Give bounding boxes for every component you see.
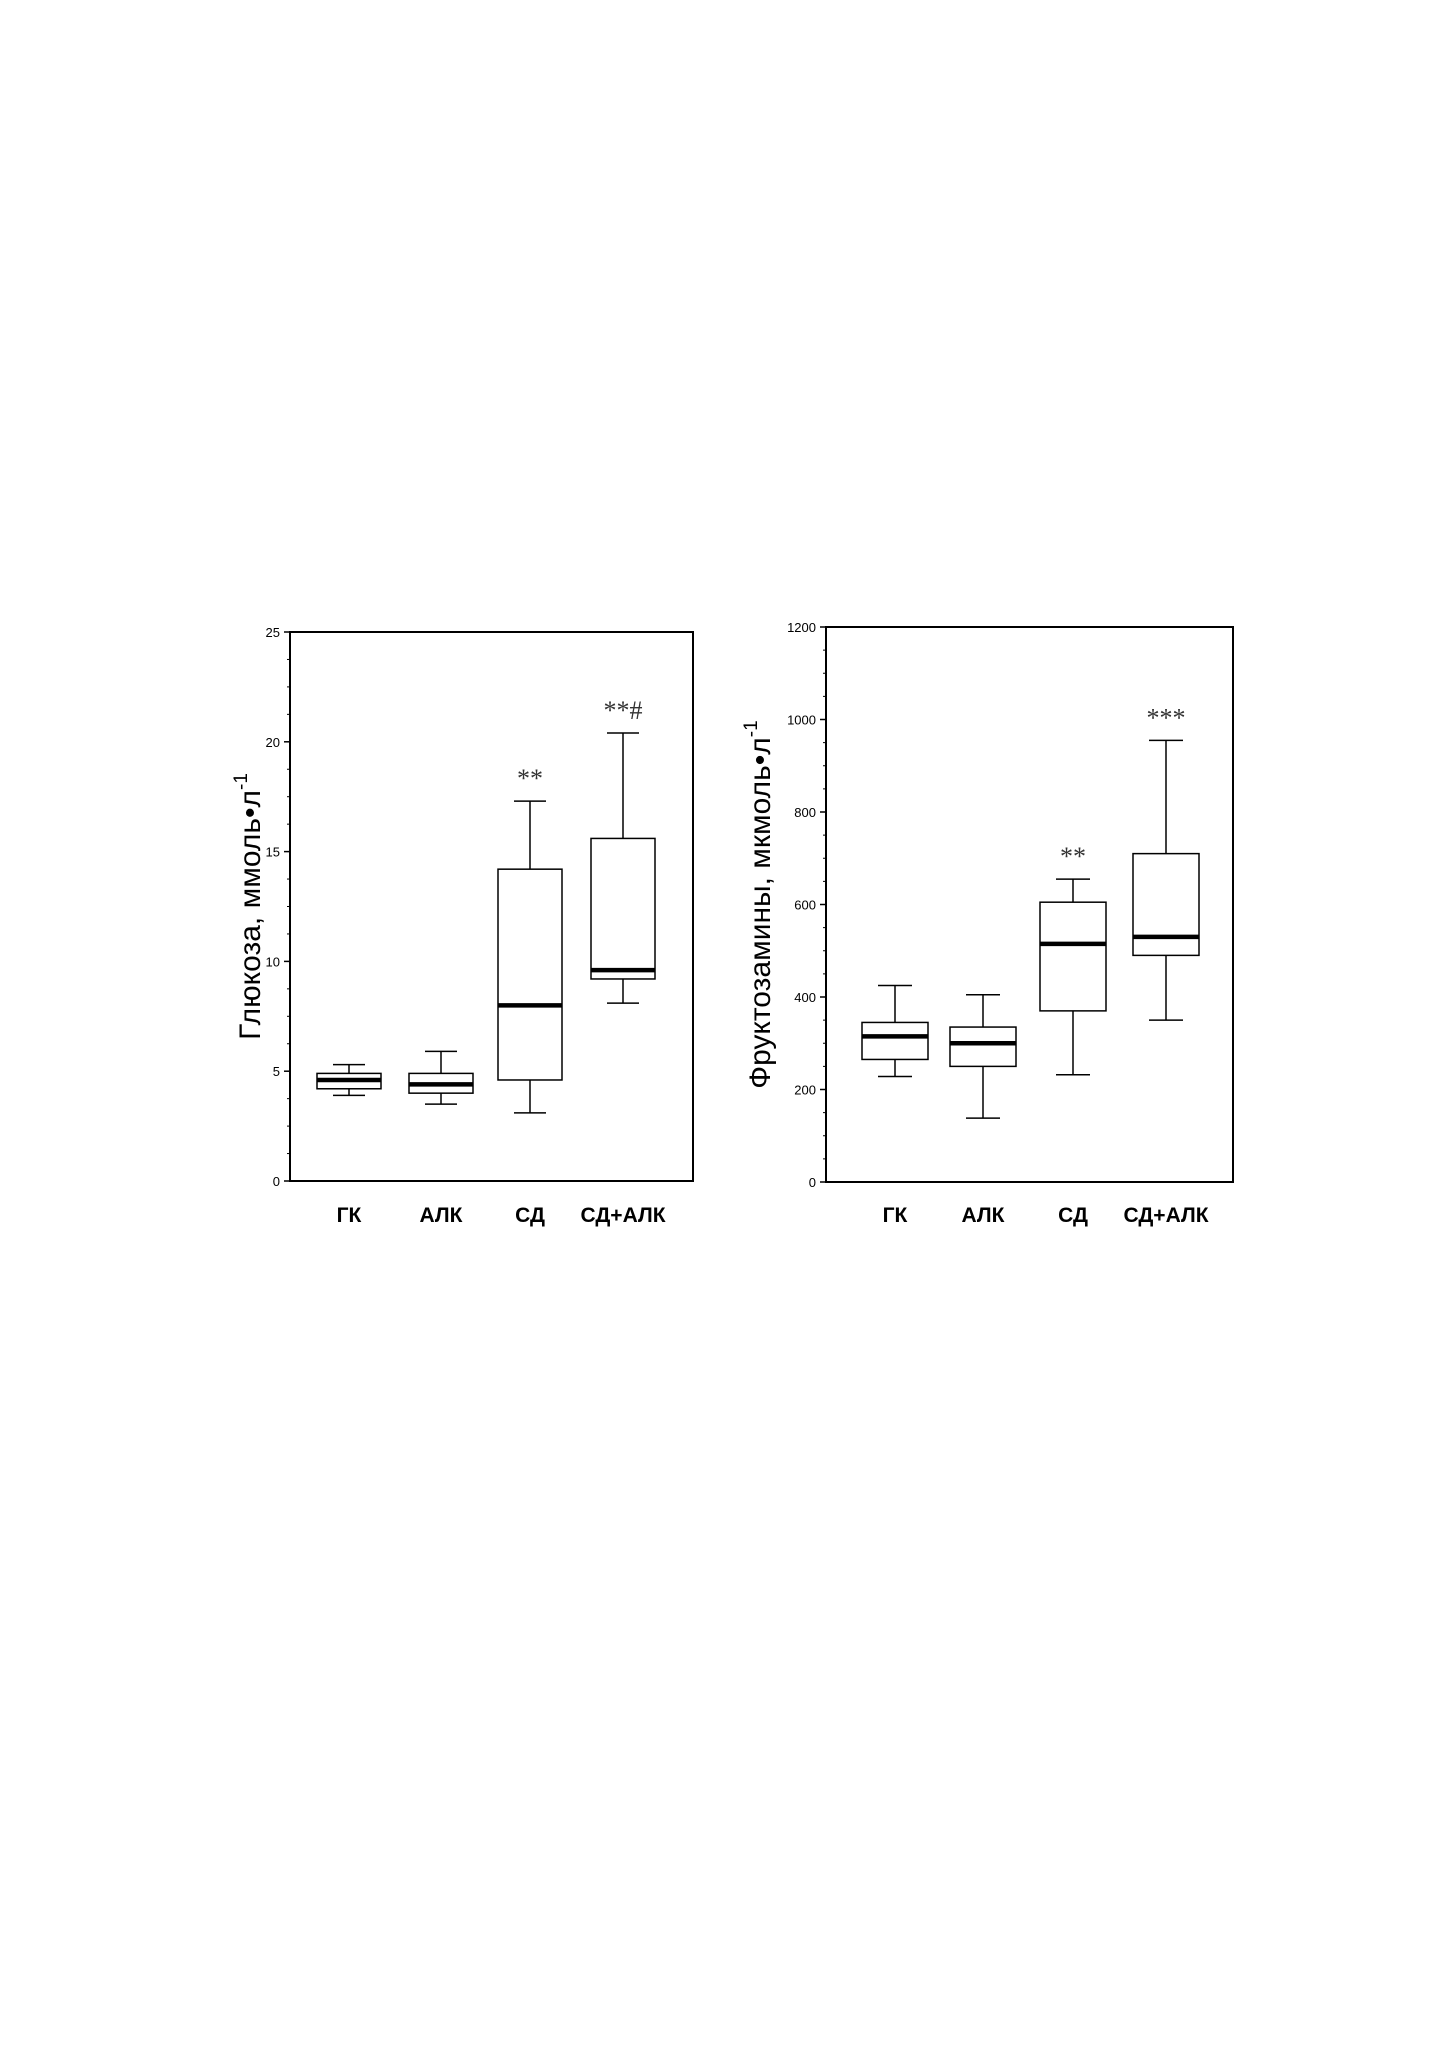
y-axis-title-superscript: -1 — [741, 720, 762, 737]
significance-annotation: ** — [1060, 842, 1086, 871]
fructosamine-boxplot-panel: 0 200 400 600 800 1000 1200 Фруктозамины, мкмол… — [741, 620, 1234, 1227]
y-axis-title-text: Глюкоза, ммоль•л — [234, 790, 267, 1040]
x-category-label: СД — [1058, 1204, 1088, 1227]
y-tick-label: 1200 — [787, 620, 816, 635]
y-axis-title: Глюкоза, ммоль•л-1 — [231, 773, 267, 1040]
x-category-label: СД — [515, 1204, 545, 1227]
x-category-label: ГК — [337, 1204, 362, 1227]
y-tick-label: 0 — [273, 1174, 280, 1189]
y-tick-label: 10 — [266, 954, 280, 969]
box-iqr — [861, 1021, 929, 1061]
y-tick-label: 200 — [794, 1083, 816, 1098]
y-tick-label: 25 — [266, 625, 280, 640]
glucose-boxplot-panel: 0 5 10 15 20 25 Глюкоза, ммоль•л-1 ГК АЛК ** СД **#… — [231, 625, 694, 1227]
y-tick-label: 400 — [794, 990, 816, 1005]
box-iqr — [497, 868, 563, 1081]
box-iqr — [949, 1026, 1017, 1068]
x-category-label: СД+АЛК — [1123, 1204, 1208, 1227]
y-axis-title: Фруктозамины, мкмоль•л-1 — [741, 720, 777, 1088]
y-axis-title-text: Фруктозамины, мкмоль•л — [744, 737, 777, 1089]
y-tick-label: 20 — [266, 735, 280, 750]
significance-annotation: **# — [604, 696, 643, 725]
y-axis-title-superscript: -1 — [231, 773, 252, 790]
x-category-label: ГК — [883, 1204, 908, 1227]
significance-annotation: *** — [1147, 703, 1186, 732]
y-tick-label: 1000 — [787, 713, 816, 728]
x-category-label: АЛК — [420, 1204, 463, 1227]
y-tick-label: 5 — [273, 1064, 280, 1079]
y-tick-label: 800 — [794, 805, 816, 820]
box-iqr — [1039, 901, 1107, 1012]
box-iqr — [1132, 852, 1200, 957]
y-tick-label: 0 — [809, 1175, 816, 1190]
y-tick-label: 600 — [794, 898, 816, 913]
y-tick-label: 15 — [266, 845, 280, 860]
x-category-label: СД+АЛК — [580, 1204, 665, 1227]
significance-annotation: ** — [517, 764, 543, 793]
box-iqr — [590, 837, 656, 980]
x-category-label: АЛК — [962, 1204, 1005, 1227]
